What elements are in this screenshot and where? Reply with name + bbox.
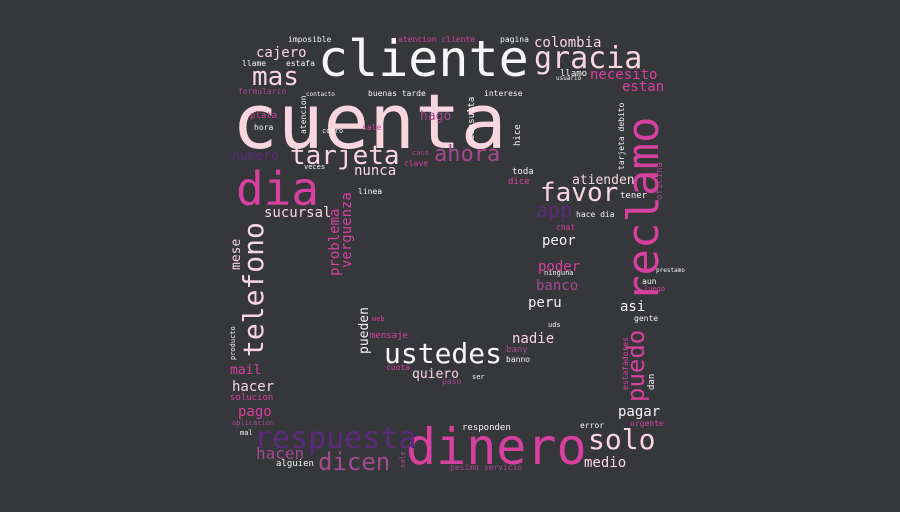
word-cobro: cobro — [322, 127, 344, 135]
word-buenas-tarde: buenas tarde — [368, 89, 426, 98]
word-dice: dice — [508, 177, 530, 187]
word-prestamo: prestamo — [656, 267, 685, 274]
word-toda: toda — [512, 167, 534, 177]
word-dicen: dicen — [318, 448, 391, 476]
word-estafa: estafa — [286, 59, 315, 68]
word-paso: paso — [442, 377, 462, 386]
word-estan: estan — [622, 79, 665, 95]
word-atencion-cliente: atencion cliente — [398, 35, 476, 44]
word-chat: chat — [556, 223, 576, 232]
word-peor: peor — [542, 233, 576, 249]
word-estafadores: estafadores — [621, 337, 630, 390]
word-hace-dia: hace dia — [576, 210, 615, 219]
word-necesito: necesito — [590, 67, 658, 83]
word-favor: favor — [540, 178, 619, 208]
word-producto: producto — [229, 326, 237, 360]
word-alguien: alguien — [276, 459, 314, 469]
word-web: web — [372, 315, 385, 323]
word-gente: gente — [634, 314, 659, 323]
word-cajero: cajero — [256, 45, 307, 61]
word-caso: caso — [412, 149, 429, 157]
word-tarjeta: tarjeta — [290, 141, 400, 171]
word-banno: banno — [506, 355, 531, 364]
word-peru: peru — [528, 295, 562, 311]
word-error: error — [580, 421, 605, 430]
word-cliente: cliente — [318, 30, 529, 88]
word-app: app — [536, 198, 573, 222]
word-atienden: atienden — [572, 173, 635, 188]
word-dinero: dinero — [406, 418, 587, 476]
word-colombia: colombia — [534, 35, 602, 51]
word-telefono: telefono — [237, 222, 270, 357]
word-usuario: usuario — [556, 75, 582, 82]
word-hacen: hacen — [256, 444, 305, 463]
word-nunca: nunca — [354, 163, 397, 179]
word-hago: hago — [420, 109, 452, 124]
word-atencion: atencion — [299, 95, 308, 134]
word-ustedes: ustedes — [384, 337, 503, 370]
word-mensaje: mensaje — [370, 331, 408, 341]
word-aplicacion: aplicacion — [232, 419, 275, 427]
word-formulario: formulario — [238, 87, 287, 96]
word-ser: ser — [472, 373, 485, 381]
word-numero: numero — [232, 149, 279, 164]
word-plata: plata — [250, 111, 278, 121]
word-dia: dia — [236, 162, 320, 216]
word-poder: poder — [538, 259, 581, 275]
word-uds: uds — [548, 321, 561, 329]
word-cuota: cuota — [386, 363, 411, 372]
word-luego: luego — [644, 285, 666, 293]
word-pagar: pagar — [618, 404, 661, 420]
word-hacer: hacer — [232, 379, 275, 395]
word-consulta: consulta — [467, 96, 477, 140]
word-llame: llame — [242, 59, 267, 68]
word-solo: solo — [588, 423, 656, 456]
word-ahora: ahora — [434, 142, 501, 167]
word-banco: banco — [536, 278, 579, 294]
word-mese: mese — [229, 238, 244, 270]
word-aun: aun — [642, 277, 657, 286]
word-medio: medio — [584, 455, 627, 471]
word-urgente: urgente — [630, 419, 664, 428]
word-mas: mas — [252, 62, 299, 92]
word-quiero: quiero — [412, 367, 459, 382]
word-cuenta: cuenta — [232, 77, 507, 166]
word-ninguna: ninguna — [544, 269, 574, 277]
word-tarjeta-debito: tarjeta debito — [617, 102, 626, 170]
word-mail: mail — [230, 363, 262, 378]
word-pagina: pagina — [500, 35, 529, 44]
word-sale: sale — [362, 123, 382, 132]
word-tener: tener — [620, 191, 648, 201]
word-hora: hora — [254, 123, 274, 132]
word-asi: asi — [620, 299, 646, 315]
word-dan: dan — [647, 373, 657, 390]
word-veces: veces — [304, 163, 326, 171]
word-reclamo: reclamo — [618, 116, 669, 302]
word-pago: pago — [238, 404, 272, 420]
word-linea: linea — [358, 187, 383, 196]
word-respuesta: respuesta — [254, 421, 417, 456]
word-sucursal: sucursal — [264, 205, 332, 221]
word-hice: hice — [513, 124, 523, 146]
word-nadie: nadie — [512, 331, 555, 347]
word-llamo: llamo — [560, 69, 588, 79]
word-imposible: imposible — [288, 35, 332, 44]
word-responden: responden — [462, 423, 511, 433]
word-oficina: oficina — [655, 162, 665, 200]
word-solucion: solucion — [230, 393, 274, 403]
word-mal: mal — [240, 429, 253, 437]
word-sale-2: sale — [399, 451, 407, 468]
word-verguenza: verguenza — [339, 192, 355, 268]
word-gracia: gracia — [534, 41, 643, 76]
word-contacto: contacto — [306, 91, 335, 98]
word-pesimo-servicio: pesimo servicio — [450, 463, 523, 472]
word-interese: interese — [484, 89, 523, 98]
word-clave: clave — [404, 159, 429, 168]
word-bany: bany — [506, 345, 528, 355]
